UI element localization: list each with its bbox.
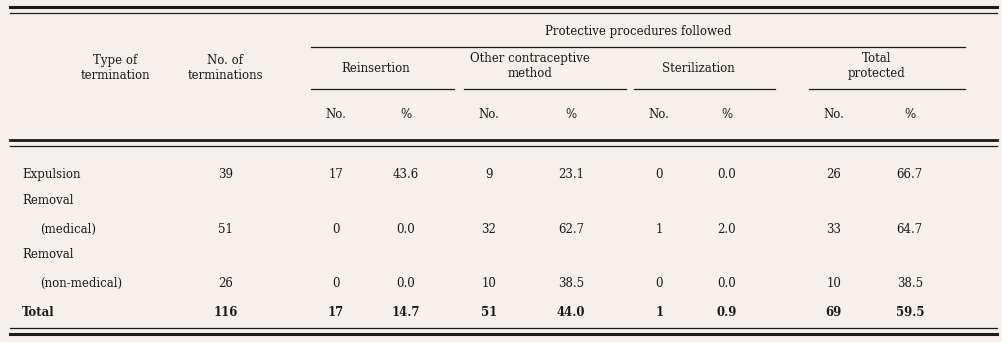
Text: 2.0: 2.0 <box>717 223 735 236</box>
Text: 1: 1 <box>655 306 663 319</box>
Text: 59.5: 59.5 <box>896 306 924 319</box>
Text: 38.5: 38.5 <box>558 277 584 290</box>
Text: Sterilization: Sterilization <box>661 62 734 75</box>
Text: 0.0: 0.0 <box>717 277 735 290</box>
Text: Total: Total <box>22 306 55 319</box>
Text: 33: 33 <box>827 223 841 236</box>
Text: 64.7: 64.7 <box>897 223 923 236</box>
Text: %: % <box>400 108 412 121</box>
Text: 38.5: 38.5 <box>897 277 923 290</box>
Text: 32: 32 <box>482 223 496 236</box>
Text: 0.9: 0.9 <box>716 306 736 319</box>
Text: 14.7: 14.7 <box>392 306 420 319</box>
Text: No.: No. <box>824 108 844 121</box>
Text: 17: 17 <box>328 306 344 319</box>
Text: (non-medical): (non-medical) <box>40 277 122 290</box>
Text: 0: 0 <box>655 168 663 181</box>
Text: 0: 0 <box>332 277 340 290</box>
Text: 62.7: 62.7 <box>558 223 584 236</box>
Text: No.: No. <box>479 108 499 121</box>
Text: 0.0: 0.0 <box>717 168 735 181</box>
Text: 51: 51 <box>218 223 232 236</box>
Text: 0.0: 0.0 <box>397 223 415 236</box>
Text: 43.6: 43.6 <box>393 168 419 181</box>
Text: 0.0: 0.0 <box>397 277 415 290</box>
Text: 10: 10 <box>482 277 496 290</box>
Text: Removal: Removal <box>22 194 73 207</box>
Text: Type of
termination: Type of termination <box>80 54 150 82</box>
Text: Removal: Removal <box>22 248 73 261</box>
Text: Protective procedures followed: Protective procedures followed <box>544 25 731 38</box>
Text: 17: 17 <box>329 168 343 181</box>
Text: Other contraceptive
method: Other contraceptive method <box>470 52 590 80</box>
Text: 0: 0 <box>655 277 663 290</box>
Text: 1: 1 <box>655 223 663 236</box>
Text: %: % <box>720 108 732 121</box>
Text: No.: No. <box>326 108 346 121</box>
Text: 66.7: 66.7 <box>897 168 923 181</box>
Text: No. of
terminations: No. of terminations <box>187 54 264 82</box>
Text: 26: 26 <box>218 277 232 290</box>
Text: 0: 0 <box>332 223 340 236</box>
Text: 23.1: 23.1 <box>558 168 584 181</box>
Text: Expulsion: Expulsion <box>22 168 80 181</box>
Text: 116: 116 <box>213 306 237 319</box>
Text: 44.0: 44.0 <box>557 306 585 319</box>
Text: 10: 10 <box>827 277 841 290</box>
Text: Reinsertion: Reinsertion <box>342 62 410 75</box>
Text: (medical): (medical) <box>40 223 96 236</box>
Text: 39: 39 <box>218 168 232 181</box>
Text: %: % <box>565 108 577 121</box>
Text: No.: No. <box>649 108 669 121</box>
Text: %: % <box>904 108 916 121</box>
Text: 69: 69 <box>826 306 842 319</box>
Text: 51: 51 <box>481 306 497 319</box>
Text: 26: 26 <box>827 168 841 181</box>
Text: Total
protected: Total protected <box>848 52 906 80</box>
Text: 9: 9 <box>485 168 493 181</box>
